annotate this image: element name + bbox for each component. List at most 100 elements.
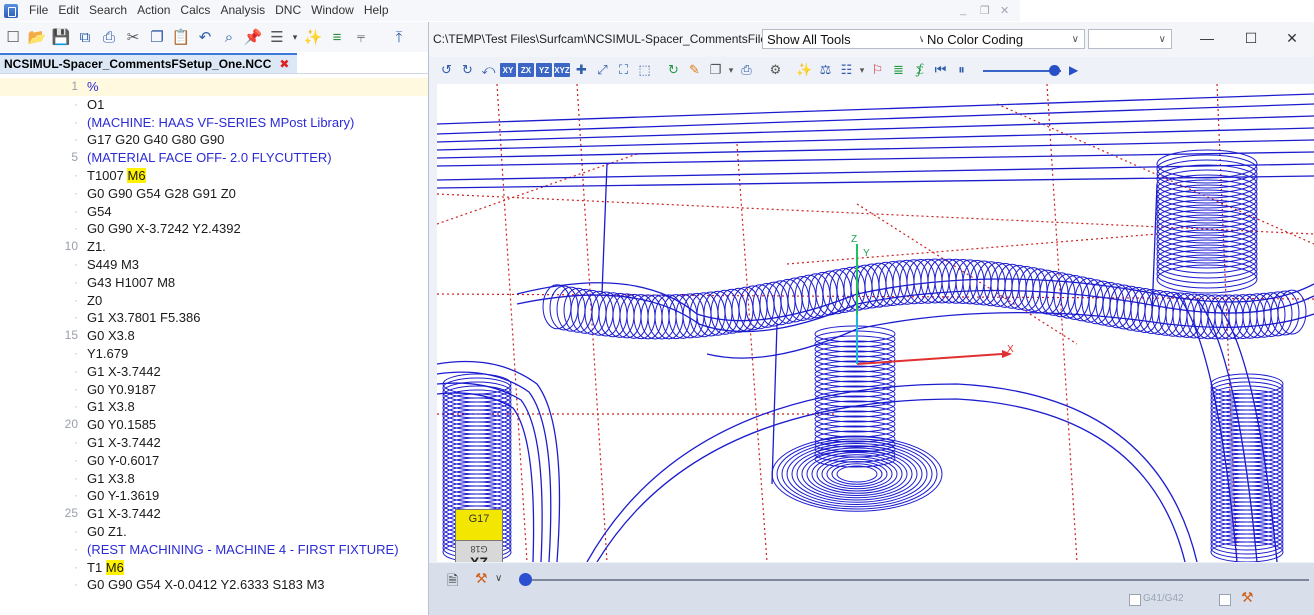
code-line[interactable]: 15 G0 X3.8 <box>0 327 436 345</box>
menu-analysis[interactable]: Analysis <box>220 3 266 17</box>
menu-file[interactable]: File <box>29 3 49 17</box>
code-line[interactable]: · G43 H1007 M8 <box>0 274 436 292</box>
menu-action[interactable]: Action <box>137 3 171 17</box>
close-icon[interactable]: ✕ <box>1000 5 1010 17</box>
format-icon[interactable]: ⫧ <box>356 28 366 46</box>
tool-icon[interactable]: ⚒ <box>475 570 488 586</box>
menu-calcs[interactable]: Calcs <box>180 3 211 17</box>
minimize-icon[interactable]: — <box>1200 30 1214 46</box>
code-line[interactable]: · G54 <box>0 203 436 221</box>
code-line[interactable]: 20 G0 Y0.1585 <box>0 416 436 434</box>
color-coding-select[interactable]: No Color Coding ∨ <box>923 29 1085 49</box>
code-line[interactable]: · G0 Y-0.6017 <box>0 452 436 470</box>
print-icon[interactable]: ⎙ <box>102 28 115 46</box>
tool-change-icon[interactable]: ⚐ <box>871 62 884 77</box>
maximize-icon[interactable]: ☐ <box>1244 30 1258 46</box>
list-icon[interactable]: ☰ <box>270 29 284 46</box>
view-xy-button[interactable]: XY <box>500 63 516 77</box>
new-file-icon[interactable]: ☐ <box>6 29 20 46</box>
caret-down-icon[interactable]: ▾ <box>859 64 865 75</box>
file-tab[interactable]: NCSIMUL-Spacer_CommentsFSetup_One.NCC ✖ <box>0 53 298 73</box>
code-line[interactable]: · G0 G90 G54 X-0.0412 Y2.6333 S183 M3 <box>0 576 436 594</box>
stock-icon[interactable]: ≣ <box>893 62 904 77</box>
rotate-left-icon[interactable]: ↺ <box>441 62 452 77</box>
code-line[interactable]: · G1 X-3.7442 <box>0 434 436 452</box>
code-line[interactable]: · G1 X-3.7442 <box>0 363 436 381</box>
caret-down-icon[interactable]: ▾ <box>728 64 734 75</box>
close-icon[interactable]: ✕ <box>1286 30 1298 46</box>
tool-display-checkbox[interactable] <box>1219 594 1231 606</box>
paste-icon[interactable]: 📋 <box>171 29 191 46</box>
code-line[interactable]: 1% <box>0 78 436 96</box>
playback-timeline[interactable] <box>519 573 1309 587</box>
view-cube-front-face[interactable]: G18 XZ <box>455 540 503 562</box>
code-line[interactable]: · G0 G90 G54 G28 G91 Z0 <box>0 185 436 203</box>
view-cube[interactable]: G17 G18 XZ <box>455 509 503 562</box>
tool-filter-select[interactable]: Show All Tools ∨ <box>762 29 932 49</box>
code-line[interactable]: · O1 <box>0 96 436 114</box>
cut-icon[interactable]: ✂ <box>126 29 140 46</box>
code-line[interactable]: · G17 G20 G40 G80 G90 <box>0 131 436 149</box>
save-all-icon[interactable]: ⧉ <box>79 28 91 46</box>
zoom-window-icon[interactable]: ⤢ <box>597 62 608 77</box>
pin-icon[interactable]: 📌 <box>243 29 263 46</box>
view-zx-button[interactable]: ZX <box>518 63 534 77</box>
menu-edit[interactable]: Edit <box>58 3 80 17</box>
pause-icon[interactable]: ⏸ <box>958 62 965 77</box>
menu-help[interactable]: Help <box>363 3 389 17</box>
rotate-back-icon[interactable]: ⤺ <box>481 62 496 77</box>
view-yz-button[interactable]: YZ <box>536 63 552 77</box>
code-line[interactable]: 25 G1 X-3.7442 <box>0 505 436 523</box>
code-editor[interactable]: 1% · O1 · (MACHINE: HAAS VF-SERIES MPost Lib… <box>0 78 436 615</box>
g41-checkbox[interactable] <box>1129 594 1141 606</box>
pan-icon[interactable]: ✚ <box>576 62 587 77</box>
rotate-right-icon[interactable]: ↻ <box>462 62 473 77</box>
tool-list-icon[interactable]: ☷ <box>840 62 853 77</box>
settings-gear-icon[interactable]: ⚙ <box>769 62 782 77</box>
speed-slider[interactable] <box>983 61 1061 80</box>
code-line[interactable]: · T1 M6 <box>0 559 436 577</box>
code-line[interactable]: · S449 M3 <box>0 256 436 274</box>
view-xyz-button[interactable]: XYZ <box>554 63 570 77</box>
view-cube-top-face[interactable]: G17 <box>455 509 503 541</box>
wand-icon[interactable]: ✨ <box>303 29 323 46</box>
code-line[interactable]: · (REST MACHINING - MACHINE 4 - FIRST FIX… <box>0 541 436 559</box>
code-line[interactable]: · G0 Y-1.3619 <box>0 487 436 505</box>
tool-wand-icon[interactable]: ✨ <box>796 62 813 77</box>
refresh-icon[interactable]: ↻ <box>668 62 679 77</box>
zoom-fit-icon[interactable]: ⛶ <box>618 62 629 77</box>
pencil-icon[interactable]: ✎ <box>689 62 700 77</box>
timeline-handle[interactable] <box>519 573 532 586</box>
renumber-icon[interactable]: ≡ <box>332 28 342 46</box>
code-line[interactable]: · (MACHINE: HAAS VF-SERIES MPost Library) <box>0 114 436 132</box>
backplot-viewport[interactable]: X Y Z G17 G18 XZ <box>437 84 1314 562</box>
code-line[interactable]: 5 (MATERIAL FACE OFF- 2.0 FLYCUTTER) <box>0 149 436 167</box>
menu-window[interactable]: Window <box>311 3 354 17</box>
open-file-icon[interactable]: 📂 <box>27 29 47 46</box>
menu-dnc[interactable]: DNC <box>275 3 302 17</box>
find-icon[interactable]: ⌕ <box>224 28 234 46</box>
copy-icon[interactable]: ❐ <box>150 29 164 46</box>
menu-search[interactable]: Search <box>89 3 128 17</box>
code-line[interactable]: · G0 Y0.9187 <box>0 381 436 399</box>
code-line[interactable]: · G0 G90 X-3.7242 Y2.4392 <box>0 220 436 238</box>
play-icon[interactable]: ▶ <box>1069 63 1079 77</box>
arrow-up-icon[interactable]: ⤒ <box>395 28 403 46</box>
verify-icon[interactable]: ⨋ <box>915 62 924 77</box>
save-icon[interactable]: 💾 <box>51 29 71 46</box>
code-line[interactable]: 10 Z1. <box>0 238 436 256</box>
rewind-icon[interactable]: ⏮ <box>934 62 947 77</box>
document-icon[interactable]: 🗎 <box>447 572 459 588</box>
minimize-icon[interactable]: _ <box>960 4 967 16</box>
tab-close-icon[interactable]: ✖ <box>279 57 290 71</box>
undo-icon[interactable]: ↶ <box>198 29 212 46</box>
code-line[interactable]: · G1 X3.7801 F5.386 <box>0 309 436 327</box>
code-line[interactable]: · G1 X3.8 <box>0 398 436 416</box>
code-line[interactable]: · G0 Z1. <box>0 523 436 541</box>
chevron-down-icon[interactable]: ∨ <box>495 573 503 584</box>
copy-icon[interactable]: ❐ <box>709 62 722 77</box>
code-line[interactable]: · G1 X3.8 <box>0 470 436 488</box>
print-icon[interactable]: ⎙ <box>741 62 752 77</box>
code-line[interactable]: · T1007 M6 <box>0 167 436 185</box>
zoom-extents-icon[interactable]: ⬚ <box>638 62 651 77</box>
